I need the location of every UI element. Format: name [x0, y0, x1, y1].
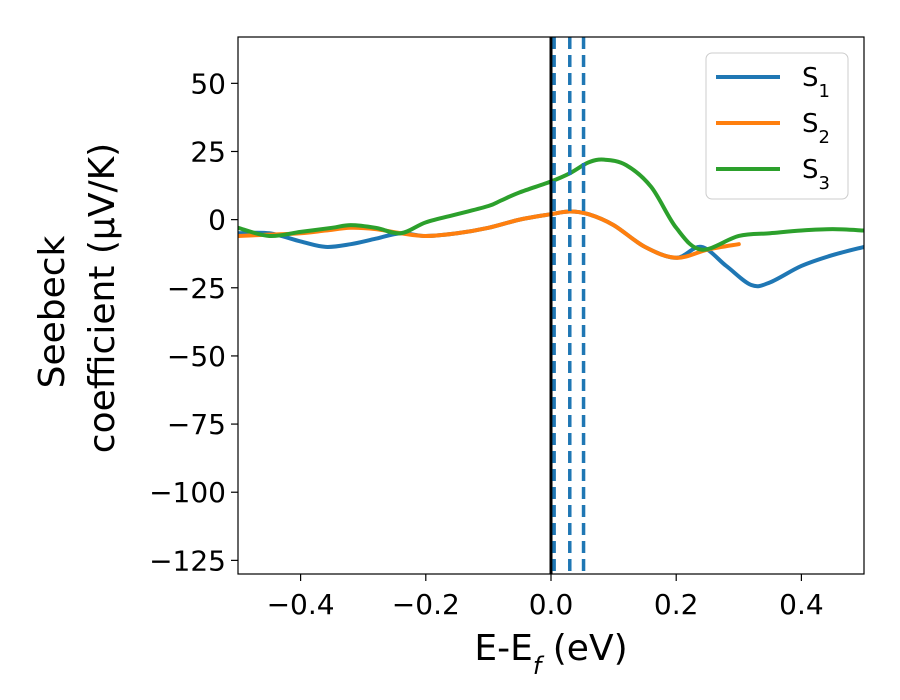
- legend-label-s1: S1: [802, 63, 830, 102]
- x-tick-label: −0.4: [267, 588, 335, 621]
- x-axis-label-rest: (eV): [541, 628, 627, 669]
- legend: S1 S2 S3: [705, 52, 849, 200]
- x-tick-label: 0.2: [654, 588, 699, 621]
- y-tick-label: 0: [208, 204, 226, 237]
- y-axis-label-line2: coefficient (μV/K): [82, 143, 123, 453]
- x-tick-label: 0.4: [779, 588, 824, 621]
- y-axis-label-line1: Seebeck: [32, 235, 73, 388]
- y-tick-label: 25: [190, 135, 226, 168]
- y-tick-label: −125: [149, 544, 226, 577]
- legend-frame: [705, 52, 849, 200]
- y-tick-label: −25: [167, 272, 226, 305]
- x-axis-label: E-Ef (eV): [474, 628, 627, 680]
- vertical-lines: [549, 37, 586, 574]
- y-tick-label: −50: [167, 340, 226, 373]
- x-tick-label: −0.2: [392, 588, 460, 621]
- x-tick-label: 0.0: [529, 588, 574, 621]
- legend-label-s3: S3: [802, 155, 830, 194]
- x-axis-ticks: −0.4 −0.2 0.0 0.2 0.4: [267, 574, 824, 621]
- y-tick-label: −75: [167, 408, 226, 441]
- series-line-s2: [238, 209, 741, 260]
- y-tick-label: 50: [190, 67, 226, 100]
- legend-label-s2: S2: [802, 109, 830, 148]
- x-axis-label-main: E-E: [474, 628, 532, 669]
- y-axis-ticks: 50 25 0 −25 −50 −75 −100 −125: [149, 67, 238, 577]
- y-tick-label: −100: [149, 476, 226, 509]
